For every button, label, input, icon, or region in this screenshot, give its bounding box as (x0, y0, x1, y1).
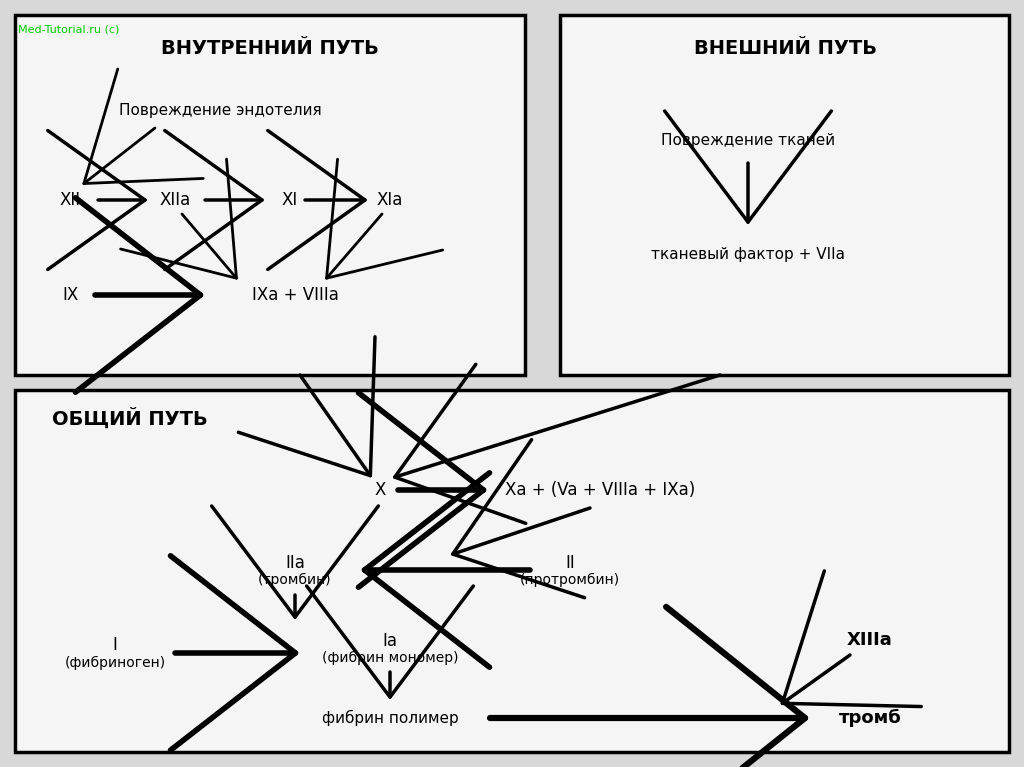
Text: XIa: XIa (377, 191, 403, 209)
Text: Повреждение тканей: Повреждение тканей (660, 133, 835, 147)
Text: XII: XII (59, 191, 81, 209)
Text: Повреждение эндотелия: Повреждение эндотелия (119, 103, 322, 117)
Text: I: I (113, 636, 118, 654)
Bar (560, 15, 1009, 375)
Text: IX: IX (61, 286, 78, 304)
Bar (15, 390, 1009, 752)
Text: Ia: Ia (383, 632, 397, 650)
Text: (фибриноген): (фибриноген) (65, 656, 166, 670)
Text: IXa + VIIIa: IXa + VIIIa (252, 286, 339, 304)
Text: тканевый фактор + VIIa: тканевый фактор + VIIa (651, 248, 845, 262)
Text: (тромбин): (тромбин) (258, 573, 332, 587)
Text: X: X (375, 481, 386, 499)
Text: ВНЕШНИЙ ПУТЬ: ВНЕШНИЙ ПУТЬ (693, 38, 877, 58)
Text: фибрин полимер: фибрин полимер (322, 710, 459, 726)
Text: XIIa: XIIa (160, 191, 190, 209)
Text: ОБЩИЙ ПУТЬ: ОБЩИЙ ПУТЬ (52, 407, 208, 429)
Text: (протромбин): (протромбин) (520, 573, 621, 587)
Text: XIIIa: XIIIa (847, 631, 893, 649)
Bar (15, 15, 525, 375)
Text: тромб: тромб (839, 709, 901, 727)
Text: (фибрин мономер): (фибрин мономер) (322, 651, 459, 665)
Text: II: II (565, 554, 574, 572)
Text: XI: XI (282, 191, 298, 209)
Text: Xa + (Va + VIIIa + IXa): Xa + (Va + VIIIa + IXa) (505, 481, 695, 499)
Text: IIa: IIa (285, 554, 305, 572)
Text: ВНУТРЕННИЙ ПУТЬ: ВНУТРЕННИЙ ПУТЬ (161, 38, 379, 58)
Text: Med-Tutorial.ru (c): Med-Tutorial.ru (c) (18, 24, 120, 34)
